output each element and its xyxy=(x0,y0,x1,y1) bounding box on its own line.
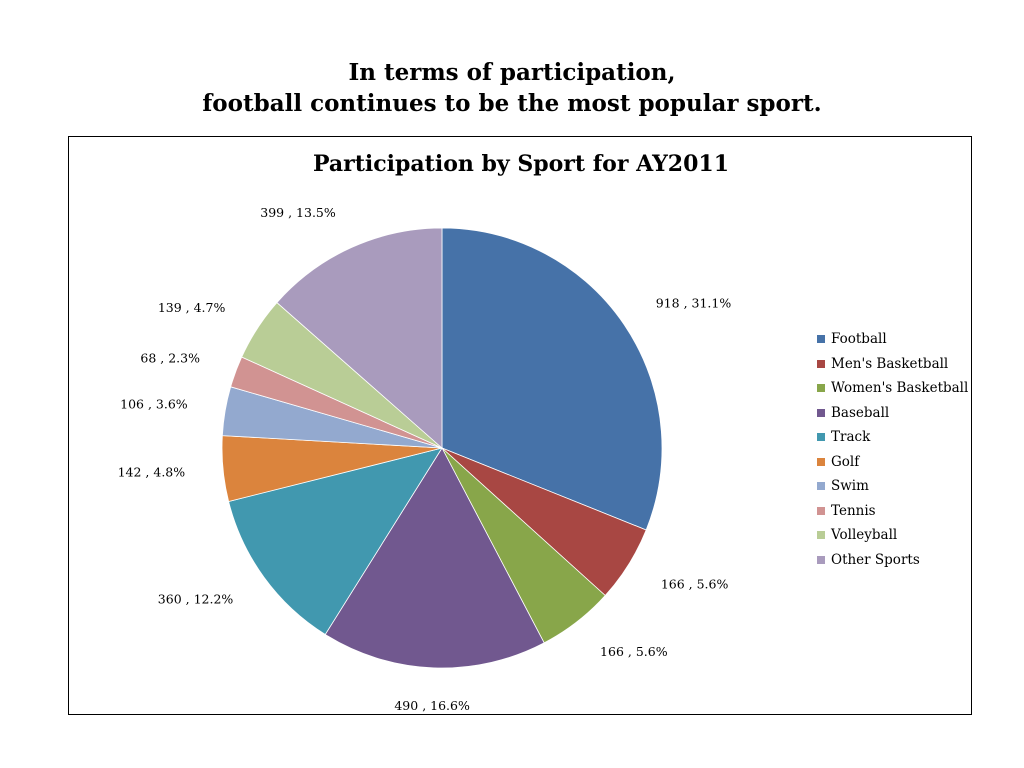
slide-title: In terms of participation, football cont… xyxy=(0,57,1024,119)
pie-slice-track xyxy=(228,447,443,636)
legend-label: Track xyxy=(831,429,871,445)
data-label-volleyball: 139 , 4.7% xyxy=(158,300,226,315)
legend-label: Tennis xyxy=(831,502,876,519)
legend-swatch xyxy=(817,506,825,515)
data-label-other-sports: 399 , 13.5% xyxy=(260,205,336,220)
pie-data-labels: 918 , 31.1% 166 , 5.6% 166 , 5.6% 490 , 16.… xyxy=(118,205,732,713)
pie-slice-baseball xyxy=(324,447,545,669)
legend-item-swim: Swim xyxy=(817,474,968,499)
legend-label: Football xyxy=(831,331,887,347)
chart-frame: Participation by Sport for AY2011 918 , … xyxy=(68,136,972,715)
legend-swatch xyxy=(817,433,825,442)
data-label-track: 360 , 12.2% xyxy=(158,592,234,607)
data-label-men-s-basketball: 166 , 5.6% xyxy=(661,577,729,592)
chart-legend: Football Men's Basketball Women's Basketba… xyxy=(817,327,968,572)
legend-label: Women's Basketball xyxy=(831,380,969,396)
slide-title-line-2: football continues to be the most popula… xyxy=(202,90,822,117)
pie-slices xyxy=(221,227,663,669)
legend-label: Swim xyxy=(831,478,869,494)
legend-swatch xyxy=(817,531,825,540)
legend-swatch xyxy=(817,555,825,564)
legend-item-baseball: Baseball xyxy=(817,401,968,426)
legend-item-other-sports: Other Sports xyxy=(817,548,968,573)
legend-item-volleyball: Volleyball xyxy=(817,523,968,548)
legend-label: Golf xyxy=(831,453,860,470)
legend-item-women-s-basketball: Women's Basketball xyxy=(817,376,968,401)
pie-slice-other-sports xyxy=(276,227,443,449)
legend-label: Other Sports xyxy=(831,551,920,568)
data-label-baseball: 490 , 16.6% xyxy=(394,698,470,713)
legend-item-track: Track xyxy=(817,425,968,450)
pie-slice-football xyxy=(441,227,663,531)
data-label-women-s-basketball: 166 , 5.6% xyxy=(600,644,668,659)
legend-swatch xyxy=(817,359,825,368)
data-label-tennis: 68 , 2.3% xyxy=(140,351,200,366)
legend-item-football: Football xyxy=(817,327,968,352)
legend-label: Baseball xyxy=(831,404,890,421)
legend-item-tennis: Tennis xyxy=(817,499,968,524)
legend-swatch xyxy=(817,408,825,417)
legend-item-men-s-basketball: Men's Basketball xyxy=(817,352,968,377)
data-label-swim: 106 , 3.6% xyxy=(120,397,188,412)
legend-swatch xyxy=(817,384,825,393)
legend-item-golf: Golf xyxy=(817,450,968,475)
data-label-football: 918 , 31.1% xyxy=(656,295,732,310)
legend-swatch xyxy=(817,457,825,466)
legend-label: Men's Basketball xyxy=(831,355,949,372)
legend-swatch xyxy=(817,482,825,491)
pie-chart: Participation by Sport for AY2011 918 , … xyxy=(118,151,732,713)
chart-title: Participation by Sport for AY2011 xyxy=(313,151,729,177)
slide-title-line-1: In terms of participation, xyxy=(348,59,676,86)
data-label-golf: 142 , 4.8% xyxy=(118,464,186,479)
legend-label: Volleyball xyxy=(831,527,898,543)
legend-swatch xyxy=(817,335,825,344)
